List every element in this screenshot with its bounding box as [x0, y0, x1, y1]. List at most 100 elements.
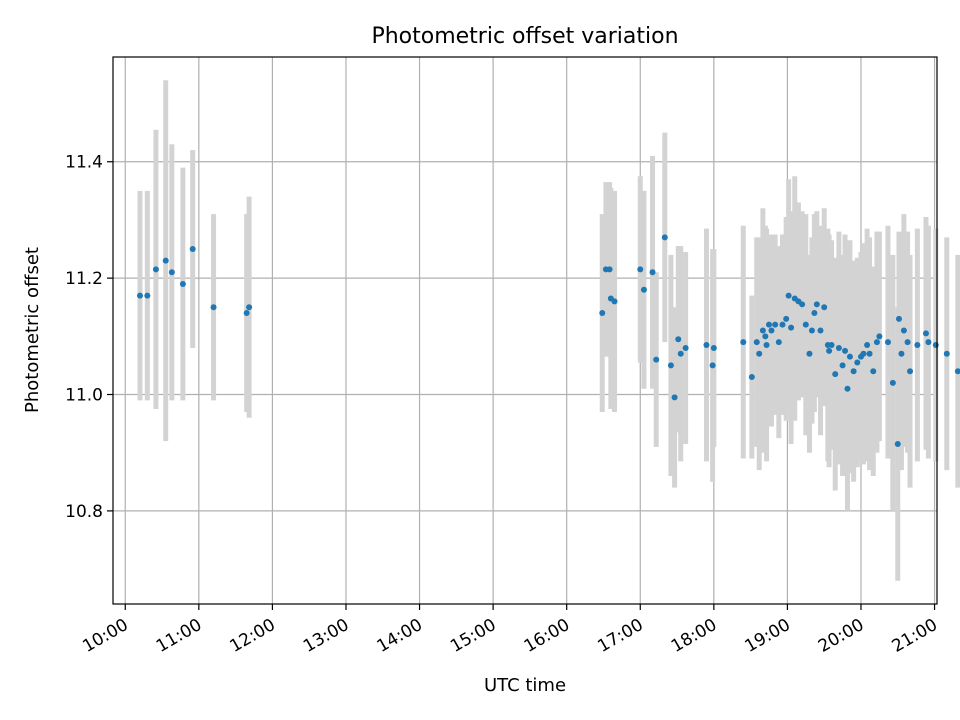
data-point	[799, 301, 806, 308]
plot-frame	[112, 56, 938, 605]
data-point	[925, 339, 932, 346]
y-tick-label: 10.8	[65, 502, 103, 522]
data-point	[884, 339, 891, 346]
x-tick-label: 14:00	[374, 615, 426, 657]
data-point	[828, 342, 835, 349]
x-tick-label: 18:00	[668, 615, 720, 657]
data-point	[839, 362, 846, 369]
y-tick-label: 11.4	[65, 153, 103, 173]
data-point	[671, 394, 678, 401]
data-point	[779, 321, 786, 328]
data-point	[894, 440, 901, 447]
data-point	[703, 342, 710, 349]
data-point	[864, 342, 871, 349]
chart-title: Photometric offset variation	[371, 24, 678, 49]
data-point	[709, 362, 716, 369]
data-point	[806, 350, 813, 357]
data-point	[783, 315, 790, 322]
x-tick-label: 19:00	[741, 615, 793, 657]
data-point	[189, 246, 196, 253]
x-tick-label: 13:00	[300, 615, 352, 657]
x-tick-label: 21:00	[889, 615, 941, 657]
data-point	[932, 342, 939, 349]
y-axis-ticks: 10.8 11.0 11.2 11.4	[65, 153, 113, 522]
data-point	[611, 298, 618, 305]
data-point	[922, 330, 929, 337]
data-point	[243, 310, 250, 317]
data-point	[740, 339, 747, 346]
y-tick-label: 11.2	[65, 269, 103, 289]
data-point	[763, 342, 770, 349]
data-point	[168, 269, 175, 276]
data-point	[914, 342, 921, 349]
data-point	[775, 339, 782, 346]
data-point	[850, 368, 857, 375]
x-tick-label: 12:00	[226, 615, 278, 657]
data-points	[136, 234, 960, 447]
data-point	[854, 359, 861, 366]
data-point	[832, 371, 839, 378]
data-point	[870, 368, 877, 375]
data-point	[637, 266, 644, 273]
data-point	[866, 350, 873, 357]
data-point	[895, 315, 902, 322]
data-point	[860, 350, 867, 357]
x-tick-label: 20:00	[815, 615, 867, 657]
data-point	[788, 324, 795, 331]
data-point	[152, 266, 159, 273]
data-point	[889, 379, 896, 386]
data-point	[640, 286, 647, 293]
data-point	[842, 347, 849, 354]
data-point	[943, 350, 950, 357]
data-point	[606, 266, 613, 273]
data-point	[904, 339, 911, 346]
data-point	[785, 292, 792, 299]
data-point	[162, 257, 169, 264]
data-point	[876, 333, 883, 340]
data-point	[900, 327, 907, 334]
data-point	[748, 374, 755, 381]
data-point	[677, 350, 684, 357]
y-axis-label: Photometric offset	[22, 247, 43, 413]
data-point	[599, 310, 606, 317]
data-point	[817, 327, 824, 334]
data-point	[179, 280, 186, 287]
data-point	[873, 339, 880, 346]
data-point	[846, 353, 853, 360]
data-point	[144, 292, 151, 299]
data-point	[246, 304, 253, 311]
y-tick-label: 11.0	[65, 386, 103, 406]
data-point	[661, 234, 668, 241]
data-point	[954, 368, 960, 375]
x-tick-label: 16:00	[521, 615, 573, 657]
data-point	[802, 321, 809, 328]
data-point	[753, 339, 760, 346]
x-tick-label: 17:00	[594, 615, 646, 657]
data-point	[667, 362, 674, 369]
x-axis-label: UTC time	[484, 675, 566, 696]
data-point	[821, 304, 828, 311]
data-point	[772, 321, 779, 328]
data-point	[649, 269, 656, 276]
data-point	[710, 344, 717, 351]
error-bars	[137, 80, 960, 581]
x-axis-ticks: 10:00 11:00 12:00 13:00 14:00 15:00 16:00 17:00…	[79, 604, 941, 657]
data-point	[766, 321, 773, 328]
x-tick-label: 10:00	[79, 615, 131, 657]
data-point	[835, 344, 842, 351]
data-point	[136, 292, 143, 299]
data-point	[762, 333, 769, 340]
data-point	[907, 368, 914, 375]
data-point	[844, 385, 851, 392]
x-tick-label: 15:00	[447, 615, 499, 657]
data-point	[813, 301, 820, 308]
data-point	[811, 310, 818, 317]
data-point	[675, 336, 682, 343]
data-point	[898, 350, 905, 357]
data-point	[756, 350, 763, 357]
data-point	[682, 344, 689, 351]
data-point	[826, 347, 833, 354]
data-point	[653, 356, 660, 363]
data-point	[210, 304, 217, 311]
